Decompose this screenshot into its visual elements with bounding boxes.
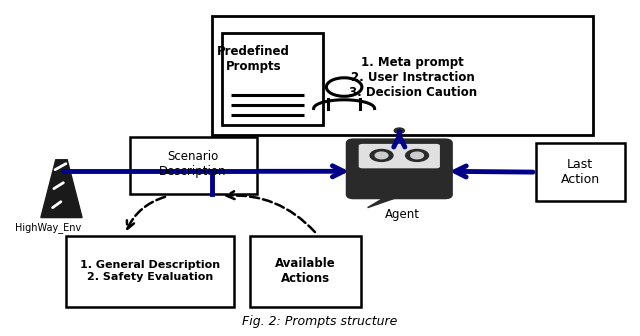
Text: Predefined
Prompts: Predefined Prompts bbox=[217, 45, 290, 73]
Bar bbox=[221, 33, 323, 125]
Text: 1. Meta prompt
2. User Instraction
3. Decision Caution: 1. Meta prompt 2. User Instraction 3. De… bbox=[349, 56, 477, 99]
Text: Fig. 2: Prompts structure: Fig. 2: Prompts structure bbox=[243, 315, 397, 328]
FancyBboxPatch shape bbox=[348, 166, 451, 198]
Text: Agent: Agent bbox=[385, 208, 420, 221]
Bar bbox=[66, 236, 234, 307]
Bar bbox=[536, 143, 625, 201]
Text: HighWay_Env: HighWay_Env bbox=[15, 222, 81, 234]
Text: Last
Action: Last Action bbox=[561, 158, 600, 186]
Text: Scenario
Description: Scenario Description bbox=[159, 150, 227, 178]
Circle shape bbox=[406, 150, 429, 161]
Bar bbox=[212, 16, 593, 135]
Circle shape bbox=[411, 152, 424, 159]
Polygon shape bbox=[41, 160, 82, 218]
FancyBboxPatch shape bbox=[348, 140, 451, 172]
Text: 1. General Description
2. Safety Evaluation: 1. General Description 2. Safety Evaluat… bbox=[80, 260, 220, 282]
Circle shape bbox=[370, 150, 393, 161]
Bar bbox=[250, 236, 361, 307]
FancyBboxPatch shape bbox=[358, 144, 440, 168]
Circle shape bbox=[375, 152, 388, 159]
Polygon shape bbox=[367, 195, 406, 208]
Circle shape bbox=[394, 128, 404, 133]
Text: Available
Actions: Available Actions bbox=[275, 257, 336, 285]
Bar bbox=[130, 137, 257, 195]
